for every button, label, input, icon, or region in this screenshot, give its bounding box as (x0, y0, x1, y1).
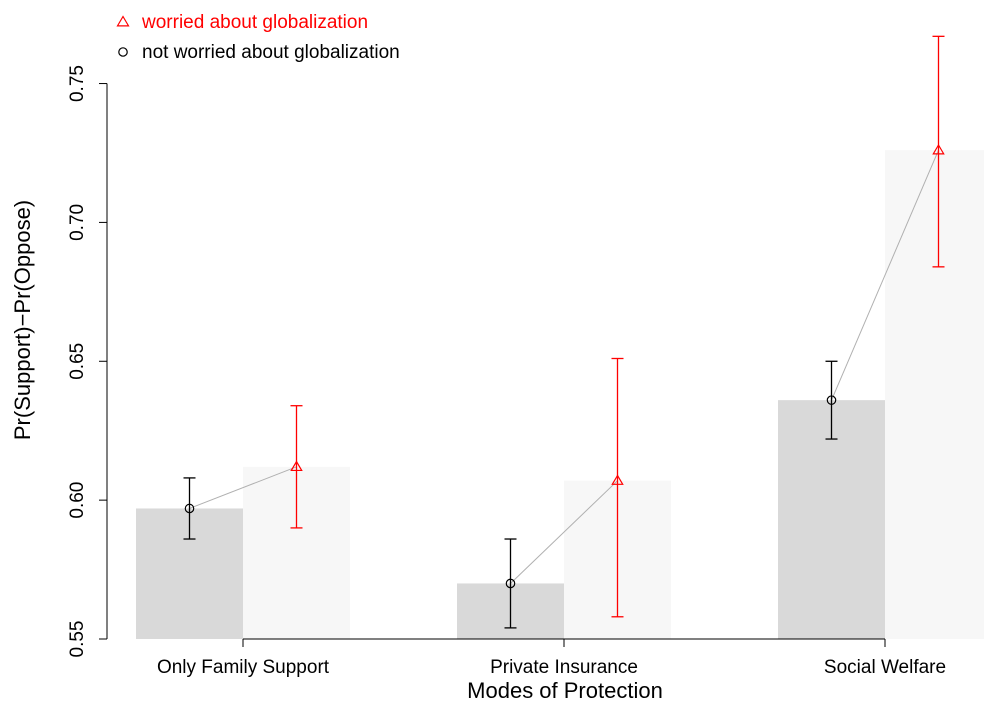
x-tick-label: Social Welfare (824, 657, 946, 678)
bar-not-worried (778, 400, 885, 639)
legend-label: worried about globalization (141, 12, 368, 33)
point-not-worried (184, 503, 195, 514)
legend: worried about globalization not worried a… (116, 12, 400, 63)
y-axis-title: Pr(Support)−Pr(Oppose) (10, 200, 35, 440)
legend-label: not worried about globalization (142, 42, 400, 63)
bars (136, 150, 984, 639)
bar-worried (885, 150, 984, 639)
point-worried (290, 460, 303, 472)
y-tick-label: 0.65 (67, 343, 88, 380)
error-bar-not-worried (504, 538, 517, 629)
y-tick-label: 0.75 (67, 65, 88, 102)
y-tick-label: 0.70 (67, 204, 88, 241)
y-tick-label: 0.60 (67, 482, 88, 519)
error-bar-worried (611, 357, 624, 618)
error-bar-not-worried (183, 477, 196, 540)
x-tick-label: Private Insurance (490, 657, 638, 678)
point-not-worried (826, 395, 837, 405)
connector-line (831, 150, 939, 401)
point-worried (932, 143, 945, 155)
points (184, 143, 945, 589)
point-worried (611, 474, 624, 485)
connector-lines (189, 150, 939, 584)
x-axis-title: Modes of Protection (467, 678, 663, 703)
error-bars (183, 35, 945, 629)
x-tick-label: Only Family Support (157, 657, 330, 678)
error-bar-worried (932, 35, 945, 268)
error-bar-not-worried (825, 360, 838, 440)
error-bar-worried (290, 405, 303, 529)
connector-line (189, 466, 297, 509)
axes: Only Family Support Private Insurance Soci… (67, 65, 946, 678)
y-tick-label: 0.55 (67, 621, 88, 658)
legend-circle-icon (118, 47, 128, 57)
point-not-worried (505, 578, 516, 589)
legend-triangle-icon (116, 15, 130, 27)
connector-line (510, 480, 618, 584)
